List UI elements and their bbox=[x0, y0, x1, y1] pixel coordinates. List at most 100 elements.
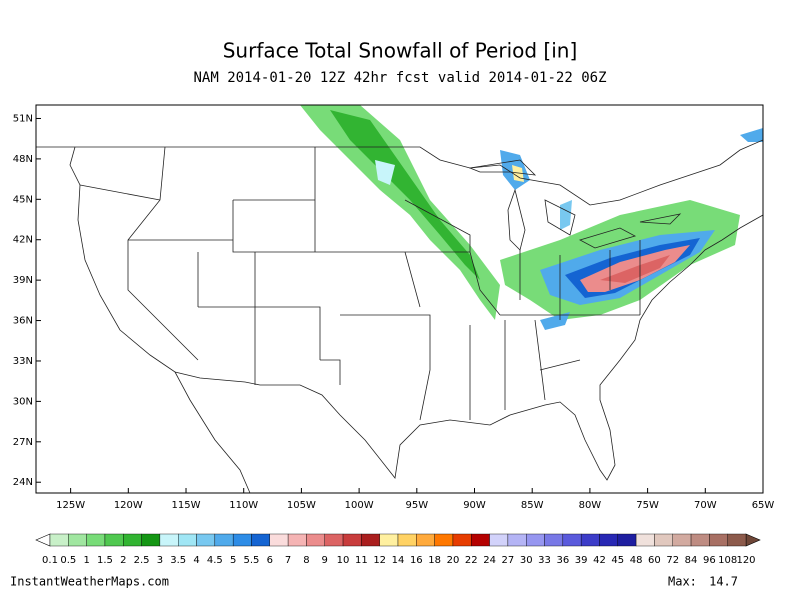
colorbar-box bbox=[287, 533, 307, 547]
colorbar-box bbox=[178, 533, 197, 547]
lat-label: 39N bbox=[13, 275, 33, 286]
lon-label: 70W bbox=[694, 500, 717, 511]
colorbar-box bbox=[324, 533, 344, 547]
lat-label: 27N bbox=[13, 437, 33, 448]
colorbar-box bbox=[159, 533, 179, 547]
colorbar-box bbox=[232, 533, 252, 547]
colorbar-over bbox=[745, 533, 761, 547]
colorbar-box bbox=[580, 533, 600, 547]
colorbar-box bbox=[342, 533, 362, 547]
colorbar-label: 27 bbox=[502, 555, 515, 566]
colorbar-label: 14 bbox=[392, 555, 405, 566]
colorbar-label: 30 bbox=[520, 555, 533, 566]
colorbar-box bbox=[379, 533, 399, 547]
snowfall-shading bbox=[300, 105, 763, 330]
colorbar-box bbox=[416, 533, 435, 547]
colorbar-label: 18 bbox=[428, 555, 441, 566]
colorbar-box bbox=[489, 533, 509, 547]
colorbar-label: 3 bbox=[157, 555, 163, 566]
lon-label: 115W bbox=[172, 500, 201, 511]
colorbar-label: 7 bbox=[285, 555, 291, 566]
map bbox=[35, 104, 764, 494]
lat-label: 33N bbox=[13, 356, 33, 367]
colorbar-label: 120 bbox=[736, 555, 755, 566]
lat-label: 51N bbox=[13, 113, 33, 124]
lat-label: 48N bbox=[13, 154, 33, 165]
colorbar-label: 96 bbox=[703, 555, 716, 566]
colorbar-box bbox=[709, 533, 728, 547]
max-label: Max: bbox=[668, 575, 697, 589]
axis-ticks: 51N 48N 45N 42N 39N 36N 33N 30N 27N 24N 125W 120W 11… bbox=[13, 113, 775, 511]
lat-label: 42N bbox=[13, 235, 33, 246]
colorbar-box bbox=[251, 533, 270, 547]
colorbar-box bbox=[434, 533, 454, 547]
lon-label: 85W bbox=[521, 500, 544, 511]
colorbar-label: 10 bbox=[337, 555, 350, 566]
colorbar-box bbox=[617, 533, 637, 547]
lon-label: 75W bbox=[636, 500, 659, 511]
colorbar-box bbox=[635, 533, 655, 547]
colorbar-label: 2 bbox=[120, 555, 126, 566]
map-frame bbox=[35, 104, 764, 494]
colorbar-box bbox=[507, 533, 527, 547]
colorbar-box bbox=[49, 533, 69, 547]
lat-label: 45N bbox=[13, 194, 33, 205]
colorbar-label: 11 bbox=[355, 555, 368, 566]
colorbar-box bbox=[269, 533, 289, 547]
colorbar-label: 12 bbox=[373, 555, 386, 566]
colorbar-box bbox=[306, 533, 325, 547]
colorbar-label: 1 bbox=[83, 555, 89, 566]
colorbar-box bbox=[214, 533, 234, 547]
colorbar-label: 72 bbox=[666, 555, 679, 566]
colorbar-box bbox=[86, 533, 106, 547]
colorbar-label: 84 bbox=[685, 555, 698, 566]
colorbar-box bbox=[141, 533, 161, 547]
colorbar-label: 16 bbox=[410, 555, 423, 566]
colorbar-label: 24 bbox=[483, 555, 496, 566]
lon-label: 90W bbox=[463, 500, 486, 511]
colorbar-label: 4.5 bbox=[207, 555, 223, 566]
boundaries bbox=[36, 139, 764, 494]
colorbar-label: 5 bbox=[230, 555, 236, 566]
colorbar-label: 2.5 bbox=[134, 555, 150, 566]
colorbar-label: 1.5 bbox=[97, 555, 113, 566]
colorbar-label: 36 bbox=[556, 555, 569, 566]
lat-label: 30N bbox=[13, 396, 33, 407]
site-credit: InstantWeatherMaps.com bbox=[10, 575, 169, 589]
colorbar-label: 22 bbox=[465, 555, 478, 566]
colorbar-box bbox=[123, 533, 142, 547]
colorbar-box bbox=[452, 533, 472, 547]
lon-label: 80W bbox=[579, 500, 602, 511]
colorbar-label: 45 bbox=[611, 555, 624, 566]
colorbar-box bbox=[562, 533, 582, 547]
colorbar-label: 33 bbox=[538, 555, 551, 566]
colorbar-box bbox=[196, 533, 216, 547]
lon-label: 110W bbox=[229, 500, 258, 511]
colorbar-label: 8 bbox=[303, 555, 309, 566]
subtitle: NAM 2014-01-20 12Z 42hr fcst valid 2014-… bbox=[193, 70, 606, 86]
colorbar-label: 108 bbox=[718, 555, 737, 566]
lon-label: 100W bbox=[345, 500, 374, 511]
colorbar-box bbox=[68, 533, 87, 547]
lon-label: 65W bbox=[752, 500, 775, 511]
colorbar-label: 9 bbox=[322, 555, 328, 566]
colorbar-box bbox=[654, 533, 673, 547]
colorbar-box bbox=[104, 533, 124, 547]
colorbar-label: 6 bbox=[267, 555, 273, 566]
colorbar-under bbox=[35, 533, 51, 547]
max-value: 14.7 bbox=[709, 575, 738, 589]
colorbar-label: 3.5 bbox=[170, 555, 186, 566]
colorbar-label: 39 bbox=[575, 555, 588, 566]
colorbar-label: 48 bbox=[630, 555, 643, 566]
lon-label: 105W bbox=[287, 500, 316, 511]
colorbar-box bbox=[727, 533, 747, 547]
lat-label: 36N bbox=[13, 316, 33, 327]
colorbar-label: 20 bbox=[447, 555, 460, 566]
colorbar-label: 4 bbox=[193, 555, 199, 566]
colorbar-label: 60 bbox=[648, 555, 661, 566]
colorbar-label: 42 bbox=[593, 555, 606, 566]
colorbar-box bbox=[544, 533, 564, 547]
colorbar-box bbox=[599, 533, 618, 547]
lon-label: 95W bbox=[405, 500, 428, 511]
